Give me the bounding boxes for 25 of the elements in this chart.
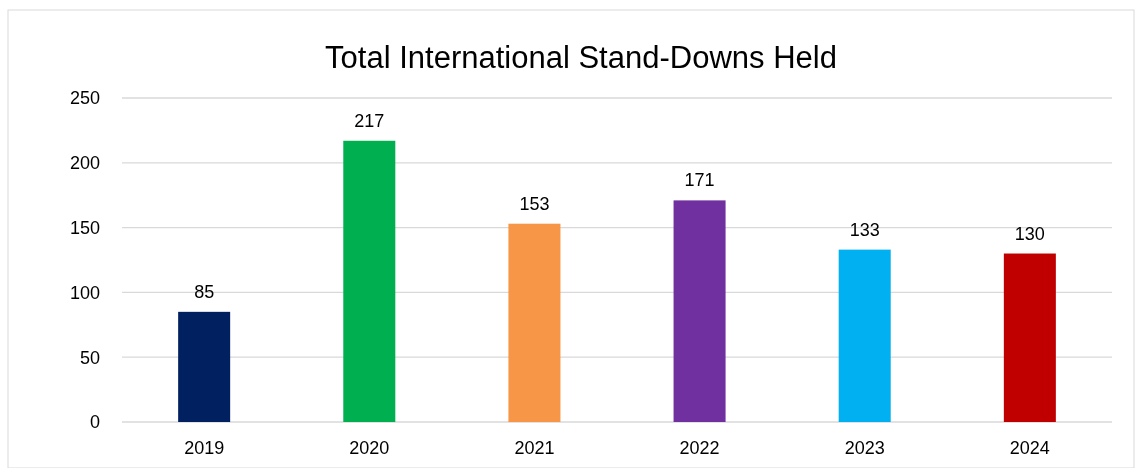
y-tick-label: 250 bbox=[69, 88, 100, 109]
y-tick-label: 0 bbox=[89, 412, 100, 433]
bar bbox=[508, 223, 561, 422]
bar bbox=[1003, 253, 1056, 422]
data-label: 153 bbox=[519, 193, 550, 214]
bar bbox=[673, 200, 726, 422]
x-tick-label: 2019 bbox=[184, 438, 225, 458]
data-label: 217 bbox=[354, 110, 385, 131]
chart-title: Total International Stand-Downs Held bbox=[325, 40, 837, 75]
y-tick-label: 100 bbox=[69, 282, 100, 303]
y-tick-label: 200 bbox=[69, 153, 100, 174]
bar bbox=[343, 140, 396, 422]
data-label: 85 bbox=[194, 281, 215, 302]
data-label: 133 bbox=[849, 219, 880, 240]
y-tick-label: 50 bbox=[79, 347, 100, 368]
x-tick-label: 2024 bbox=[1009, 438, 1050, 458]
x-tick-label: 2022 bbox=[679, 438, 720, 458]
y-tick-label: 150 bbox=[69, 217, 100, 238]
x-tick-label: 2023 bbox=[844, 438, 885, 458]
x-tick-label: 2020 bbox=[349, 438, 390, 458]
data-label: 130 bbox=[1014, 223, 1045, 244]
data-label: 171 bbox=[684, 170, 715, 191]
x-tick-label: 2021 bbox=[514, 438, 555, 458]
bar bbox=[178, 311, 231, 422]
bar bbox=[838, 249, 891, 422]
